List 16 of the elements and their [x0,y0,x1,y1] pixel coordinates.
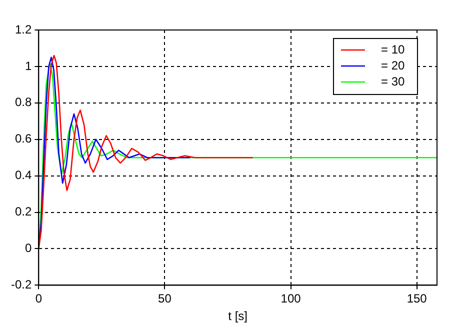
x-tick-label: 50 [158,292,172,306]
x-tick-label: 0 [35,292,42,306]
x-tick-label: 100 [280,292,302,306]
y-tick-label: 1.2 [14,22,32,36]
y-tick-label: -0.2 [10,278,32,292]
legend-label: = 20 [381,58,406,72]
legend-label: = 30 [381,74,406,88]
y-tick-label: 0 [24,241,32,256]
y-tick-label: 0.4 [14,168,32,182]
y-tick-label: 0.2 [14,204,32,219]
y-tick-label: 0.8 [14,95,32,110]
y-tick-label: 0.6 [14,132,32,146]
y-tick-label: 1 [24,58,32,73]
x-axis-title: t [s] [228,309,248,324]
legend-label: = 10 [381,42,406,56]
x-tick-label: 150 [406,292,428,306]
